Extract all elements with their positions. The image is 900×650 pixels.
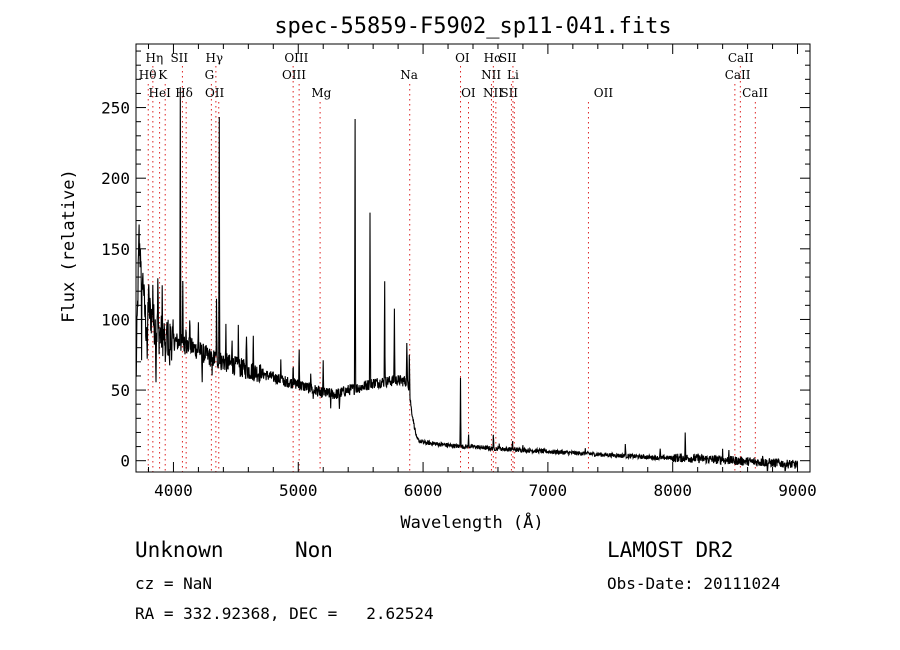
x-tick-label: 4000 (154, 481, 193, 500)
chart-title: spec-55859-F5902_sp11-041.fits (274, 14, 671, 39)
y-tick-label: 100 (101, 310, 130, 329)
subclass-label: Non (295, 538, 333, 562)
coords-line: RA = 332.92368, DEC = 2.62524 (135, 604, 434, 623)
line-label: SII (170, 51, 188, 65)
redshift-line: cz = NaN (135, 574, 213, 593)
y-axis-label: Flux (relative) (59, 169, 79, 323)
line-label: Hη (146, 51, 164, 65)
y-tick-label: 200 (101, 169, 130, 188)
y-tick-label: 150 (101, 240, 130, 259)
x-tick-label: 8000 (653, 481, 692, 500)
line-label: Li (507, 68, 519, 82)
line-label: OIII (284, 51, 308, 65)
x-tick-label: 9000 (778, 481, 817, 500)
line-label: OII (205, 86, 225, 100)
y-tick-label: 250 (101, 99, 130, 118)
line-label: Mg (311, 86, 331, 100)
line-label: Hα (484, 51, 503, 65)
spectrum-series (135, 87, 799, 472)
line-label: OII (594, 86, 614, 100)
line-label: G (205, 68, 215, 82)
line-label: OI (461, 86, 476, 100)
x-tick-label: 6000 (404, 481, 443, 500)
plot-frame (135, 43, 811, 473)
line-label: CaII (725, 68, 751, 82)
line-label: HeI (149, 86, 172, 100)
line-markers (147, 66, 756, 472)
line-label: CaII (742, 86, 768, 100)
x-tick-label: 7000 (529, 481, 568, 500)
obsdate-line: Obs-Date: 20111024 (607, 574, 781, 593)
line-label: NII (481, 68, 501, 82)
axis-ticks: 4000 5000 6000 7000 8000 9000 0 50 100 150 200 250 (101, 44, 817, 500)
line-label: CaII (728, 51, 754, 65)
line-label: NII (483, 86, 503, 100)
x-tick-label: 5000 (279, 481, 318, 500)
y-tick-label: 0 (120, 452, 130, 471)
line-label: Na (400, 68, 418, 82)
line-label: Hδ (175, 86, 193, 100)
y-tick-label: 50 (111, 381, 130, 400)
line-label: K (158, 68, 168, 82)
x-axis-label: Wavelength (Å) (400, 511, 543, 533)
class-label: Unknown (135, 538, 224, 562)
survey-label: LAMOST DR2 (607, 538, 734, 562)
line-label: OI (455, 51, 470, 65)
line-label: SII (499, 51, 517, 65)
line-label: OIII (282, 68, 306, 82)
spectrum-line (135, 87, 799, 472)
line-label: Hγ (205, 51, 223, 65)
line-label: SII (500, 86, 518, 100)
line-label: Hθ (139, 68, 157, 82)
